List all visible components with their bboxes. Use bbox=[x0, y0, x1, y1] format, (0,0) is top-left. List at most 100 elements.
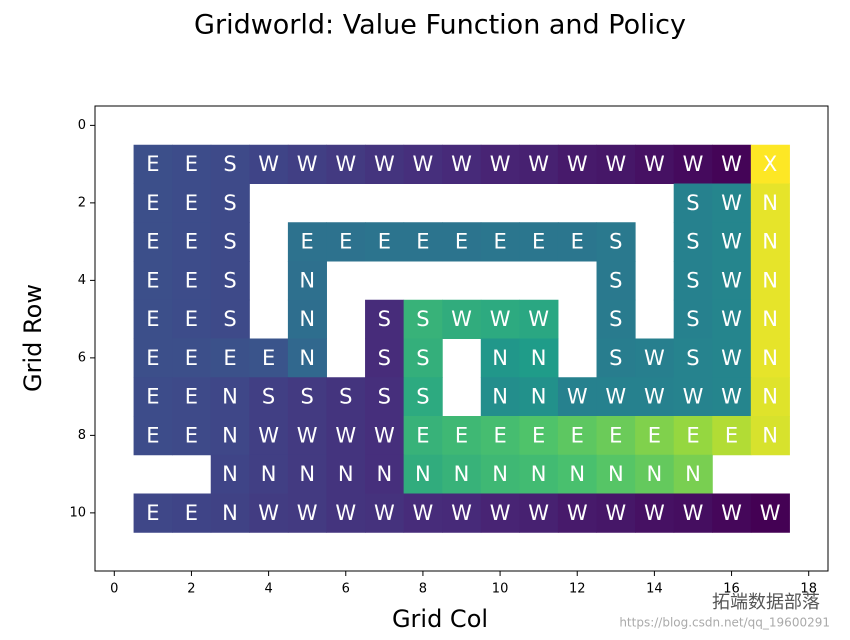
cell bbox=[442, 222, 482, 262]
cell bbox=[557, 144, 598, 184]
cell bbox=[210, 222, 250, 262]
policy-label: W bbox=[335, 423, 356, 447]
policy-label: S bbox=[262, 385, 275, 409]
policy-label: W bbox=[490, 307, 511, 331]
cell bbox=[210, 261, 250, 301]
cell bbox=[596, 338, 636, 378]
cell bbox=[480, 144, 520, 184]
cell bbox=[403, 377, 443, 417]
policy-label: N bbox=[762, 268, 778, 292]
policy-label: E bbox=[146, 385, 159, 409]
cell bbox=[133, 183, 173, 223]
cell bbox=[172, 183, 212, 223]
cell bbox=[750, 377, 790, 417]
cell bbox=[133, 493, 173, 533]
cell bbox=[442, 454, 482, 494]
cell bbox=[172, 493, 212, 533]
cell bbox=[287, 454, 327, 494]
policy-label: W bbox=[528, 307, 549, 331]
cell bbox=[172, 377, 212, 417]
cell bbox=[365, 222, 405, 262]
cell bbox=[442, 144, 482, 184]
watermark-brand: 拓端数据部落 bbox=[712, 592, 820, 613]
x-tick-label: 16 bbox=[723, 582, 740, 597]
cell bbox=[210, 144, 250, 184]
cell bbox=[172, 299, 212, 339]
policy-label: N bbox=[492, 462, 508, 486]
policy-label: W bbox=[644, 501, 665, 525]
policy-label: N bbox=[299, 346, 315, 370]
cell bbox=[557, 416, 598, 456]
x-tick-label: 8 bbox=[419, 582, 427, 597]
policy-label: S bbox=[378, 346, 391, 370]
policy-label: W bbox=[258, 423, 279, 447]
cell bbox=[172, 416, 212, 456]
policy-label: W bbox=[644, 385, 665, 409]
policy-label: E bbox=[185, 191, 198, 215]
policy-label: E bbox=[146, 501, 159, 525]
policy-label: N bbox=[762, 385, 778, 409]
y-tick-label: 6 bbox=[78, 350, 86, 365]
policy-label: N bbox=[415, 462, 431, 486]
cell bbox=[712, 377, 752, 417]
cell bbox=[673, 338, 713, 378]
cell bbox=[210, 299, 250, 339]
cell bbox=[712, 299, 752, 339]
cell bbox=[712, 261, 752, 301]
policy-label: W bbox=[528, 152, 549, 176]
cell bbox=[596, 222, 636, 262]
y-tick-label: 4 bbox=[78, 273, 86, 288]
policy-label: N bbox=[762, 191, 778, 215]
policy-label: S bbox=[378, 307, 391, 331]
cell bbox=[596, 299, 636, 339]
watermark-url: https://blog.csdn.net/qq_19600291 bbox=[619, 616, 830, 630]
y-tick-label: 0 bbox=[78, 118, 86, 133]
policy-label: W bbox=[721, 501, 742, 525]
policy-label: S bbox=[609, 230, 622, 254]
cell bbox=[712, 183, 752, 223]
cell bbox=[557, 222, 598, 262]
cell bbox=[673, 261, 713, 301]
cell bbox=[249, 454, 289, 494]
policy-label: S bbox=[686, 268, 699, 292]
policy-label: W bbox=[683, 501, 704, 525]
cell bbox=[326, 377, 366, 417]
cell bbox=[442, 416, 482, 456]
policy-label: W bbox=[721, 307, 742, 331]
cell bbox=[403, 338, 443, 378]
policy-label: S bbox=[416, 385, 429, 409]
cell bbox=[480, 299, 520, 339]
cell bbox=[365, 144, 405, 184]
policy-label: N bbox=[762, 230, 778, 254]
policy-label: N bbox=[531, 346, 547, 370]
policy-label: W bbox=[258, 152, 279, 176]
cell bbox=[519, 299, 559, 339]
x-tick-label: 6 bbox=[342, 582, 350, 597]
policy-label: W bbox=[644, 346, 665, 370]
policy-label: S bbox=[416, 307, 429, 331]
cell bbox=[365, 454, 405, 494]
cell bbox=[673, 493, 713, 533]
policy-label: E bbox=[223, 346, 236, 370]
policy-label: S bbox=[609, 307, 622, 331]
cell bbox=[442, 493, 482, 533]
policy-label: W bbox=[297, 152, 318, 176]
policy-label: E bbox=[185, 230, 198, 254]
policy-label: N bbox=[608, 462, 624, 486]
cell bbox=[712, 416, 752, 456]
policy-label: N bbox=[261, 462, 277, 486]
cell bbox=[750, 261, 790, 301]
policy-label: N bbox=[299, 462, 315, 486]
cell bbox=[403, 144, 443, 184]
x-axis-label: Grid Col bbox=[392, 605, 488, 633]
cell bbox=[249, 144, 289, 184]
policy-label: W bbox=[451, 501, 472, 525]
policy-label: W bbox=[644, 152, 665, 176]
cell bbox=[557, 454, 598, 494]
policy-label: N bbox=[762, 423, 778, 447]
cell bbox=[750, 144, 790, 184]
cell bbox=[403, 416, 443, 456]
policy-label: N bbox=[222, 385, 238, 409]
policy-label: W bbox=[721, 268, 742, 292]
policy-label: W bbox=[605, 385, 626, 409]
